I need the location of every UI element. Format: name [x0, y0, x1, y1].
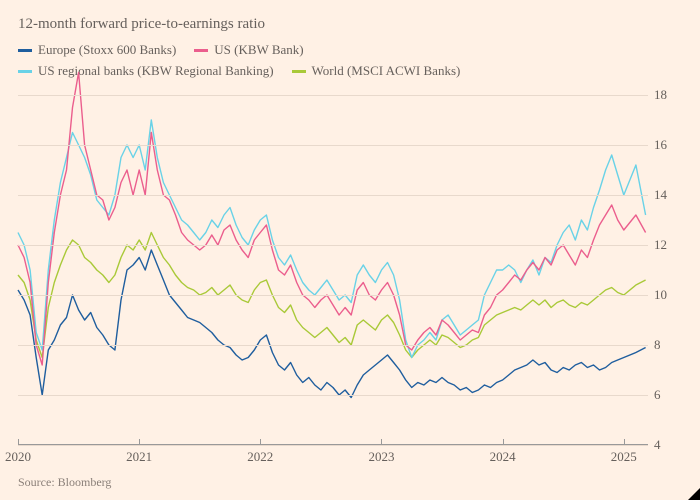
x-axis-label: 2020 — [5, 449, 31, 465]
y-axis-label: 6 — [654, 387, 678, 403]
x-axis-line — [18, 444, 648, 445]
gridline — [18, 395, 648, 396]
chart-svg — [18, 95, 648, 445]
legend: Europe (Stoxx 600 Banks) US (KBW Bank) US… — [18, 40, 460, 82]
gridline — [18, 195, 648, 196]
legend-item: Europe (Stoxx 600 Banks) — [18, 40, 176, 61]
x-axis-label: 2021 — [126, 449, 152, 465]
x-axis-label: 2024 — [490, 449, 516, 465]
gridline — [18, 95, 648, 96]
series-line-us_regional — [18, 120, 646, 358]
legend-swatch-icon — [18, 49, 32, 52]
legend-item: US regional banks (KBW Regional Banking) — [18, 61, 274, 82]
y-axis-label: 18 — [654, 87, 678, 103]
y-axis-label: 4 — [654, 437, 678, 453]
legend-swatch-icon — [292, 70, 306, 73]
legend-swatch-icon — [18, 70, 32, 73]
y-axis-label: 16 — [654, 137, 678, 153]
y-axis-label: 14 — [654, 187, 678, 203]
y-axis-label: 10 — [654, 287, 678, 303]
series-line-europe — [18, 250, 646, 398]
gridline — [18, 245, 648, 246]
legend-label: Europe (Stoxx 600 Banks) — [38, 40, 176, 61]
y-axis-label: 12 — [654, 237, 678, 253]
legend-label: US (KBW Bank) — [214, 40, 303, 61]
ft-corner-flag-icon — [688, 488, 700, 500]
x-axis-label: 2025 — [611, 449, 637, 465]
legend-label: World (MSCI ACWI Banks) — [312, 61, 461, 82]
legend-label: US regional banks (KBW Regional Banking) — [38, 61, 274, 82]
x-axis-label: 2023 — [368, 449, 394, 465]
gridline — [18, 345, 648, 346]
legend-swatch-icon — [194, 49, 208, 52]
legend-item: US (KBW Bank) — [194, 40, 303, 61]
legend-item: World (MSCI ACWI Banks) — [292, 61, 461, 82]
gridline — [18, 295, 648, 296]
chart-area: 4681012141618202020212022202320242025 — [18, 95, 678, 445]
gridline — [18, 445, 648, 446]
series-line-us — [18, 73, 646, 366]
gridline — [18, 145, 648, 146]
y-axis-label: 8 — [654, 337, 678, 353]
chart-subtitle: 12-month forward price-to-earnings ratio — [18, 16, 265, 33]
chart-source: Source: Bloomberg — [18, 475, 111, 490]
x-axis-label: 2022 — [247, 449, 273, 465]
